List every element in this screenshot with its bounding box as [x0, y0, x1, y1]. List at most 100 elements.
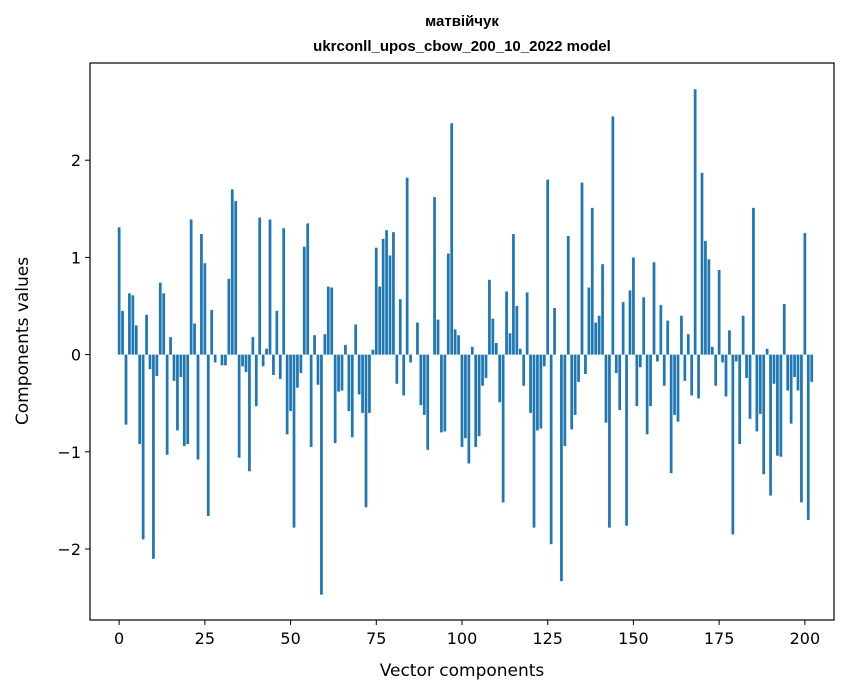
- bar-76: [378, 286, 382, 355]
- bar-164: [680, 315, 683, 355]
- bar-201: [806, 354, 810, 520]
- bar-102: [467, 354, 471, 464]
- bar-116: [515, 306, 519, 355]
- bar-11: [155, 354, 159, 377]
- bar-62: [330, 287, 334, 355]
- bar-119: [525, 292, 529, 355]
- bar-22: [193, 323, 196, 355]
- bar-118: [522, 354, 526, 386]
- bar-88: [419, 354, 423, 406]
- bar-157: [656, 354, 659, 362]
- bar-172: [707, 259, 711, 355]
- bar-90: [426, 354, 430, 450]
- y-tick-label: 0: [71, 346, 81, 365]
- bar-115: [512, 234, 515, 355]
- bar-194: [782, 304, 786, 355]
- bar-199: [800, 354, 803, 503]
- bar-191: [772, 354, 776, 384]
- bar-117: [518, 348, 522, 355]
- bar-165: [683, 354, 687, 381]
- bar-51: [292, 354, 296, 528]
- bar-83: [402, 354, 406, 396]
- bar-77: [381, 238, 385, 355]
- bar-173: [710, 346, 714, 355]
- bar-35: [237, 354, 241, 458]
- bar-31: [224, 354, 227, 366]
- bar-197: [793, 354, 796, 377]
- bar-148: [625, 354, 628, 526]
- bar-193: [779, 354, 783, 457]
- bar-127: [553, 307, 556, 355]
- bar-104: [474, 354, 478, 447]
- bar-63: [333, 354, 337, 444]
- bar-198: [796, 354, 800, 391]
- y-axis-ticks: −2 −1 0 1 2: [57, 151, 90, 559]
- bar-67: [347, 354, 351, 411]
- bar-105: [477, 354, 481, 437]
- bar-27: [210, 309, 214, 355]
- bar-149: [628, 290, 632, 355]
- bar-53: [299, 354, 303, 374]
- x-axis-ticks: 0 25 50 75 100 125 150 175 200: [114, 620, 820, 648]
- bar-195: [786, 354, 790, 391]
- bar-58: [316, 354, 320, 385]
- bar-49: [285, 354, 289, 435]
- bar-134: [577, 354, 580, 382]
- bar-45: [272, 354, 275, 376]
- bar-7: [141, 354, 145, 540]
- bar-140: [597, 315, 601, 355]
- bar-147: [621, 302, 625, 355]
- bar-18: [179, 354, 183, 377]
- bar-6: [138, 354, 142, 445]
- x-tick-label: 75: [366, 629, 386, 648]
- bar-129: [560, 354, 563, 582]
- bar-185: [752, 207, 755, 355]
- bar-66: [344, 344, 347, 355]
- bar-124: [542, 354, 546, 367]
- bar-151: [635, 354, 639, 407]
- bar-56: [309, 354, 313, 447]
- bar-54: [302, 246, 306, 355]
- bar-100: [460, 354, 464, 447]
- bar-109: [491, 318, 495, 355]
- bar-43: [265, 348, 268, 355]
- bar-44: [268, 219, 272, 355]
- bar-160: [666, 320, 670, 355]
- bar-3: [128, 293, 131, 355]
- bar-101: [464, 354, 467, 439]
- bar-47: [278, 354, 282, 379]
- bar-74: [371, 349, 375, 355]
- x-tick-label: 125: [532, 629, 563, 648]
- bar-2: [124, 354, 128, 425]
- bar-4: [131, 295, 135, 355]
- bar-200: [803, 233, 807, 355]
- bar-121: [532, 354, 536, 528]
- bar-145: [614, 354, 618, 374]
- bar-108: [488, 279, 491, 355]
- bar-98: [453, 329, 457, 355]
- bar-154: [645, 354, 649, 435]
- bar-69: [354, 324, 358, 355]
- bar-167: [690, 354, 694, 396]
- bar-0: [117, 227, 121, 355]
- bar-72: [364, 354, 368, 508]
- bar-39: [251, 337, 255, 355]
- bar-25: [203, 263, 207, 355]
- bar-189: [765, 348, 769, 355]
- bar-122: [536, 354, 539, 431]
- bar-15: [169, 337, 172, 355]
- bar-186: [755, 354, 759, 432]
- bar-182: [741, 315, 745, 355]
- bar-57: [313, 335, 316, 355]
- bar-97: [450, 123, 454, 355]
- x-tick-label: 0: [114, 629, 124, 648]
- bar-112: [501, 354, 505, 503]
- bars-group: [117, 89, 814, 595]
- bar-162: [673, 354, 676, 415]
- bar-179: [731, 354, 735, 535]
- bar-55: [306, 223, 310, 355]
- bar-14: [165, 354, 169, 455]
- bar-33: [230, 189, 234, 355]
- bar-28: [213, 354, 217, 363]
